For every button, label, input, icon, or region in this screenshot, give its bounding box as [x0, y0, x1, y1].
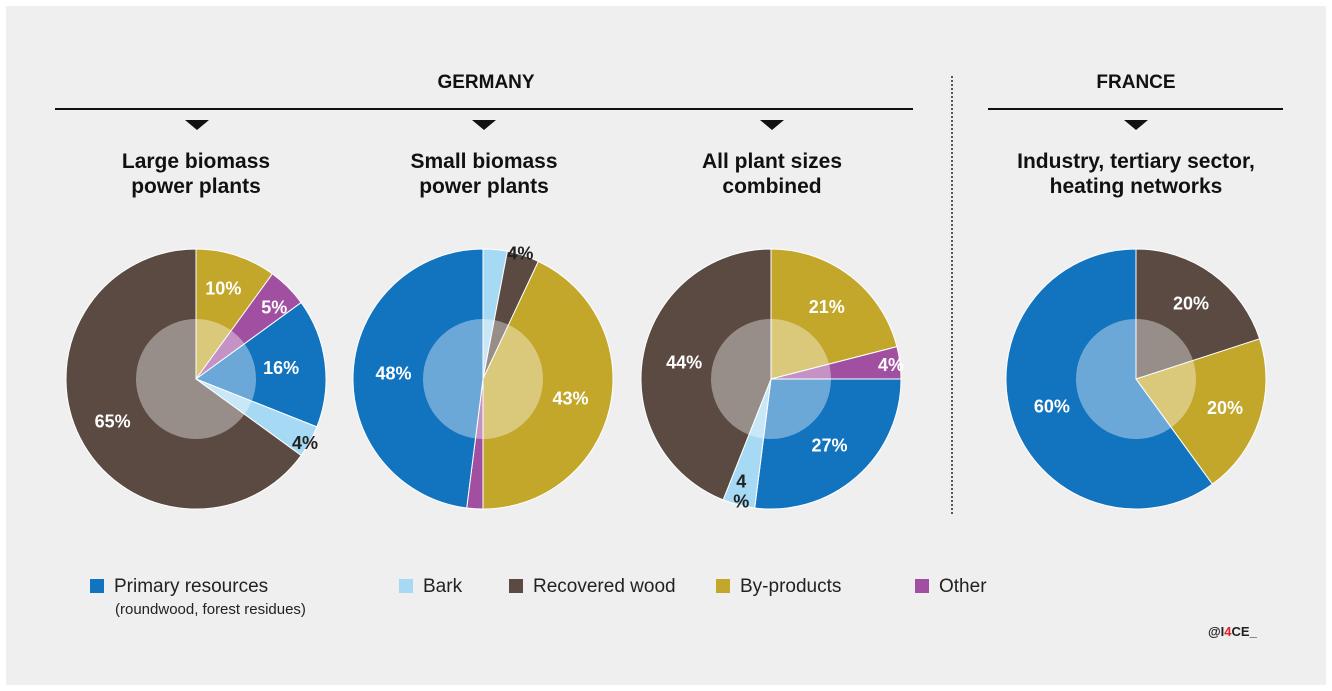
data-label: 65%: [95, 411, 131, 431]
credit-handle: @I4CE_: [1208, 624, 1257, 639]
legend-label: By-products: [740, 576, 842, 597]
data-label: 44%: [666, 352, 702, 372]
pie-slice-byproducts: [195, 248, 274, 381]
france-rule: [988, 108, 1283, 110]
data-label: 20%: [1207, 398, 1243, 418]
data-label: 60%: [1034, 396, 1070, 416]
pie-chart-2: 21% 4% 27% 4 % 44%: [640, 248, 904, 511]
chart-title-large: Large biomass power plants: [66, 149, 326, 199]
pie-slice-primary: [1005, 248, 1214, 510]
section-title-france: FRANCE: [1096, 72, 1176, 93]
pie-center-overlay: [1076, 319, 1196, 439]
legend-swatch: [399, 579, 413, 593]
chart-title-line: heating networks: [1049, 175, 1223, 198]
pie-chart-3: 20% 20% 60%: [1005, 248, 1267, 510]
legend-swatch: [716, 579, 730, 593]
pie-slice-recovered: [1135, 248, 1261, 380]
legend-item-recovered: Recovered wood: [509, 576, 676, 597]
chart-title-line: Small biomass: [410, 150, 558, 173]
chart-title-small: Small biomass power plants: [354, 149, 614, 199]
data-label: 43%: [553, 389, 589, 409]
data-label: 10%: [205, 278, 241, 298]
data-label: 4%: [878, 355, 904, 375]
chart-title-line: Large biomass: [121, 150, 271, 173]
legend-item-other: Other: [915, 576, 987, 597]
data-label: 4%: [507, 244, 533, 264]
chart-title-all: All plant sizes combined: [642, 149, 902, 199]
arrow-down-icon: [760, 120, 784, 130]
data-label: 21%: [809, 297, 845, 317]
data-label: 4%: [733, 471, 749, 511]
pie-slice-recovered: [65, 248, 302, 510]
arrow-down-icon: [185, 120, 209, 130]
legend-swatch: [509, 579, 523, 593]
credit-accent: 4: [1224, 624, 1232, 639]
germany-rule: [55, 108, 913, 110]
pie-slice-primary: [754, 378, 902, 510]
arrow-down-icon: [472, 120, 496, 130]
data-label: 20%: [1173, 293, 1209, 313]
data-label: 4%: [292, 433, 318, 453]
legend-item-primary: Primary resources: [90, 576, 268, 597]
chart-title-line: combined: [722, 175, 822, 198]
pie-chart-0: 10% 5% 16% 4% 65%: [65, 248, 327, 510]
pie-center-overlay: [136, 319, 256, 439]
chart-title-line: power plants: [419, 175, 549, 198]
pie-center-overlay: [423, 319, 543, 439]
pie-center-overlay: [711, 319, 831, 439]
credit-suffix: CE_: [1231, 624, 1257, 639]
pie-chart-1: 4% 43% 48%: [352, 244, 614, 510]
legend-note: (roundwood, forest residues): [115, 601, 306, 618]
pie-slice-primary: [352, 248, 484, 509]
legend-item-bark: Bark: [399, 576, 462, 597]
data-label: 5%: [261, 297, 287, 317]
data-label: 48%: [375, 363, 411, 383]
section-divider: [951, 76, 953, 514]
legend-item-byproducts: By-products: [716, 576, 841, 597]
legend-swatch: [915, 579, 929, 593]
legend-label: Primary resources: [114, 576, 269, 597]
pie-slice-recovered: [640, 248, 772, 501]
pie-slice-primary: [194, 301, 327, 428]
legend-label: Other: [939, 576, 987, 597]
chart-title-line: All plant sizes: [701, 150, 843, 173]
pie-slice-byproducts: [1135, 338, 1267, 485]
pie-slice-byproducts: [482, 260, 614, 510]
chart-title-line: Industry, tertiary sector,: [1017, 150, 1255, 173]
legend-label: Recovered wood: [533, 576, 676, 597]
legend-label: Bark: [423, 576, 463, 597]
arrow-down-icon: [1124, 120, 1148, 130]
chart-title-line: power plants: [131, 175, 261, 198]
credit-prefix: @I: [1208, 624, 1225, 639]
section-title-germany: GERMANY: [437, 72, 535, 93]
pie-slice-byproducts: [770, 248, 898, 380]
data-label: 16%: [263, 358, 299, 378]
data-label: 27%: [811, 435, 847, 455]
chart-title-france: Industry, tertiary sector, heating netwo…: [986, 149, 1286, 199]
legend-swatch: [90, 579, 104, 593]
